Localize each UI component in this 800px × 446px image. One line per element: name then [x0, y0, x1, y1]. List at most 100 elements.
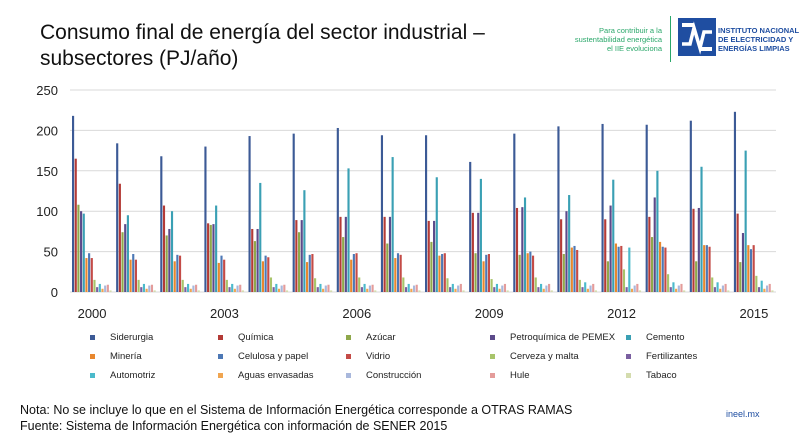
bar: [350, 259, 353, 292]
legend-swatch: [346, 354, 351, 359]
footer-note: Nota: No se incluye lo que en el Sistema…: [20, 403, 573, 417]
bar: [129, 259, 132, 292]
bar: [653, 197, 656, 292]
bar: [612, 179, 615, 292]
bar: [355, 253, 358, 292]
bar: [570, 247, 573, 292]
bar: [664, 247, 667, 292]
bar: [689, 120, 692, 292]
bar: [394, 258, 397, 292]
bar: [267, 257, 270, 292]
legend-item: Celulosa y papel: [218, 351, 308, 362]
bar: [292, 133, 295, 292]
legend-swatch: [90, 354, 95, 359]
bar: [187, 283, 190, 292]
bar: [170, 211, 174, 292]
bar: [145, 288, 148, 292]
bar: [306, 262, 309, 292]
y-tick-label: 0: [51, 285, 58, 300]
bar: [223, 259, 226, 292]
bar: [713, 287, 716, 292]
legend-item: Construcción: [346, 370, 421, 381]
bar: [280, 285, 283, 292]
bar: [363, 283, 366, 292]
bar: [606, 261, 609, 292]
bar: [303, 190, 306, 292]
legend-label: Petroquímica de PEMEX: [510, 332, 616, 343]
x-tick-label: 2003: [210, 306, 239, 321]
bar: [736, 213, 739, 292]
bar: [727, 290, 730, 292]
bar: [204, 146, 207, 292]
legend-swatch: [218, 373, 223, 378]
legend-swatch: [626, 373, 631, 378]
bar: [165, 235, 168, 292]
y-tick-label: 150: [36, 164, 58, 179]
bar: [633, 285, 636, 292]
bar: [479, 178, 482, 292]
logo-tagline-1: Para contribuir a la: [599, 26, 662, 35]
bar: [371, 284, 374, 292]
y-tick-label: 50: [44, 245, 58, 260]
logo-name-1: INSTITUTO NACIONAL: [718, 26, 800, 35]
bar: [576, 249, 579, 292]
bar: [768, 283, 771, 292]
bar: [311, 254, 314, 292]
legend-swatch: [90, 373, 95, 378]
bar: [77, 204, 80, 292]
logo-tagline-2: sustentabilidad energética: [574, 35, 662, 44]
bar: [708, 246, 711, 292]
bar: [248, 136, 251, 292]
bar: [418, 290, 421, 292]
bar: [402, 277, 405, 292]
bar: [703, 245, 706, 292]
bar: [542, 288, 545, 292]
bar: [451, 283, 454, 292]
bar: [176, 254, 179, 292]
bar: [752, 245, 755, 292]
bar: [683, 290, 686, 292]
bar: [584, 282, 587, 292]
bar: [297, 232, 301, 292]
bar: [620, 245, 623, 292]
bar: [529, 251, 532, 292]
legend-swatch: [490, 373, 495, 378]
logo-name-2: DE ELECTRICIDAD Y: [718, 35, 794, 44]
bar: [669, 287, 672, 292]
bar: [330, 290, 333, 292]
bar: [160, 156, 163, 292]
bar: [548, 283, 551, 292]
bar: [285, 290, 289, 292]
bar: [239, 284, 242, 292]
bar: [747, 245, 750, 292]
bar: [739, 262, 742, 292]
bar: [404, 287, 408, 292]
logo-divider: [670, 16, 671, 62]
bar: [659, 241, 662, 292]
bar: [636, 283, 639, 292]
bar: [650, 237, 654, 292]
bar: [601, 123, 604, 292]
bar: [443, 253, 446, 292]
chart-title: Consumo final de energía del sector indu…: [40, 20, 485, 72]
bar: [531, 255, 535, 292]
legend-swatch: [90, 335, 95, 340]
bar: [134, 259, 137, 292]
bar: [197, 290, 200, 292]
legend-item: Cemento: [626, 332, 685, 343]
bar: [697, 207, 700, 292]
bar: [261, 261, 265, 292]
bar: [192, 285, 195, 292]
bar: [319, 283, 322, 292]
bar: [72, 115, 75, 292]
bar: [231, 283, 234, 292]
bar: [300, 220, 303, 292]
bar: [181, 279, 184, 292]
bar: [121, 232, 124, 292]
legend-item: Vidrio: [346, 351, 390, 362]
bar: [550, 290, 553, 292]
bar: [471, 212, 474, 292]
footer-source: Fuente: Sistema de Información Energétic…: [20, 419, 448, 433]
bar: [184, 287, 187, 292]
legend-item: Automotriz: [90, 370, 155, 381]
